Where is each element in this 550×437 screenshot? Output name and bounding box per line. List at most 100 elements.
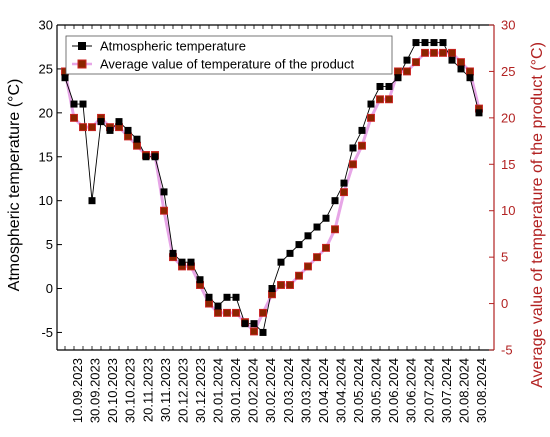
series-atmospheric-point: [475, 109, 483, 117]
y-right-tick-label: 0: [501, 296, 508, 311]
legend-label-atmospheric: Atmospheric temperature: [100, 39, 246, 54]
y-axis-left-title: Atmospheric temperature (°C): [6, 79, 23, 292]
series-product-point: [331, 225, 339, 234]
series-product-point: [295, 271, 303, 280]
series-atmospheric-point: [79, 100, 87, 108]
x-tick-label: 20.01.2024: [211, 358, 226, 423]
series-product-point: [394, 67, 402, 76]
series-atmospheric-point: [187, 258, 195, 266]
x-tick-label: 30.02.2024: [263, 358, 278, 423]
series-atmospheric-point: [70, 100, 78, 108]
x-tick-label: 30.10.2023: [123, 358, 138, 423]
series-atmospheric-point: [331, 197, 339, 205]
x-tick-label: 30.03.2024: [298, 358, 313, 423]
series-product-point: [385, 95, 393, 104]
y-right-tick-label: 5: [501, 250, 508, 265]
series-product-point: [277, 281, 285, 289]
x-tick-label: 20.12.2023: [175, 358, 190, 423]
series-product-point: [304, 262, 312, 271]
series-atmospheric-point: [340, 179, 348, 187]
y-right-tick-label: 20: [501, 110, 515, 125]
series-atmospheric-point: [160, 188, 168, 196]
series-atmospheric-point: [457, 65, 465, 73]
series-atmospheric-point: [169, 249, 177, 257]
y-left-tick-label: 0: [46, 281, 53, 296]
series-product-point: [466, 67, 474, 76]
series-atmospheric-point: [322, 214, 330, 222]
series-product-point: [403, 67, 411, 76]
x-tick-label: 20.11.2023: [140, 358, 155, 422]
series-atmospheric-point: [403, 56, 411, 64]
x-tick-label: 30.01.2024: [228, 358, 243, 423]
series-atmospheric-point: [88, 197, 96, 205]
series-atmospheric-point: [124, 126, 132, 134]
series-atmospheric-point: [295, 241, 303, 249]
series-product-point: [214, 308, 222, 317]
x-tick-label: 20.03.2024: [281, 358, 296, 423]
series-atmospheric-point: [466, 74, 474, 82]
x-tick-label: 20.07.2024: [421, 358, 436, 423]
y-left-tick-label: 30: [39, 18, 53, 33]
y-right-tick-label: -5: [501, 343, 513, 358]
series-atmospheric-point: [61, 74, 69, 82]
series-product-point: [340, 188, 348, 197]
series-atmospheric-point: [304, 232, 312, 240]
series-atmospheric-point: [232, 293, 240, 301]
series-atmospheric-point: [277, 258, 285, 266]
series-atmospheric-point: [133, 135, 141, 143]
legend-marker-product: [77, 59, 87, 69]
series-product-point: [205, 299, 213, 308]
series-atmospheric-point: [313, 223, 321, 231]
y-right-tick-label: 10: [501, 203, 515, 218]
y-right-tick-label: 15: [501, 157, 515, 172]
series-product-point: [349, 160, 357, 169]
series-product-point: [223, 308, 231, 317]
series-atmospheric-point: [106, 126, 114, 134]
series-atmospheric-point: [178, 258, 186, 266]
y-right-tick-label: 25: [501, 64, 515, 79]
series-atmospheric-point: [439, 39, 447, 47]
y-left-tick-label: 20: [39, 105, 53, 120]
y-left-tick-label: -5: [41, 325, 53, 340]
y-left-tick-label: 15: [39, 149, 53, 164]
x-tick-label: 20.10.2023: [105, 358, 120, 423]
x-tick-label: 20.04.2024: [316, 358, 331, 423]
series-product-point: [124, 132, 132, 141]
legend-box: [65, 35, 393, 75]
series-atmospheric-point: [214, 302, 222, 310]
series-product-point: [70, 113, 78, 122]
y-left-tick-label: 25: [39, 61, 53, 76]
legend-label-product: Average value of temperature of the prod…: [100, 57, 355, 72]
x-tick-label: 20.05.2024: [351, 358, 366, 423]
x-tick-label: 30.04.2024: [333, 358, 348, 423]
x-tick-label: 30.12.2023: [193, 358, 208, 423]
y-left-tick-label: 5: [46, 237, 53, 252]
series-product-point: [376, 95, 384, 104]
series-atmospheric-point: [151, 153, 159, 161]
series-product-point: [358, 141, 366, 150]
series-atmospheric-point: [142, 153, 150, 161]
x-tick-label: 30.05.2024: [369, 358, 384, 423]
x-tick-label: 20.02.2024: [246, 358, 261, 423]
series-atmospheric-point: [421, 39, 429, 47]
series-product-point: [232, 308, 240, 317]
x-tick-label: 10.09.2023: [70, 358, 85, 423]
series-product-point: [457, 58, 465, 67]
series-atmospheric-point: [367, 100, 375, 108]
series-product-point: [412, 58, 420, 67]
x-tick-label: 30.07.2024: [439, 358, 454, 423]
series-atmospheric-point: [358, 126, 366, 134]
series-atmospheric-point: [97, 118, 105, 126]
x-tick-label: 30.08.2024: [474, 358, 489, 423]
series-product-point: [421, 48, 429, 57]
series-product-point: [313, 253, 321, 262]
y-right-tick-label: 30: [501, 18, 515, 33]
y-axis-right-title: Average value of temperature of the prod…: [529, 42, 546, 388]
series-atmospheric-point: [448, 56, 456, 64]
series-product-point: [448, 48, 456, 57]
legend-marker-atmospheric: [78, 42, 86, 50]
series-atmospheric-point: [115, 118, 123, 126]
series-product-point: [88, 123, 96, 132]
